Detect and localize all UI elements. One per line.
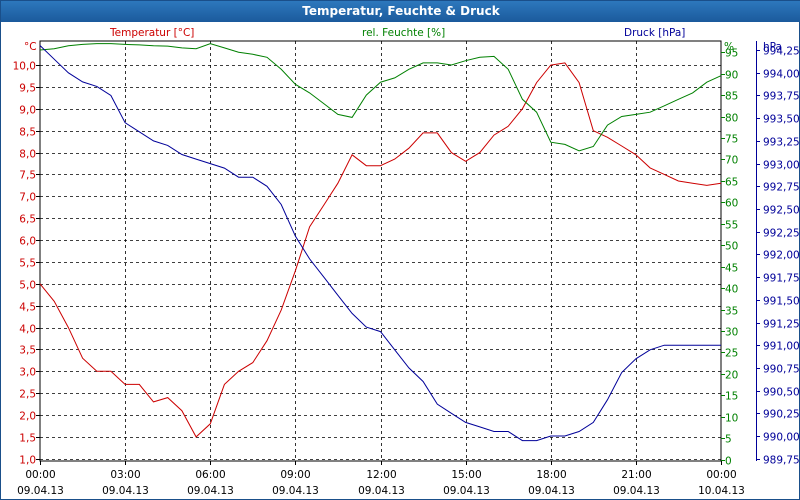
time-tick-label: 00:00 (706, 469, 736, 481)
temperature-axis: 1,0 1,5 2,0 2,5 3,0 3,5 4,0 4,5 5,0 5,5 6,0 6,5 7,0 7… (13, 61, 40, 467)
humidity-tick-label: 20 (725, 370, 738, 382)
temperature-tick-label: 2,0 (19, 411, 36, 423)
humidity-tick-label: 95 (725, 48, 738, 60)
temperature-tick-label: 2,5 (19, 389, 36, 401)
pressure-tick-label: 992,50 (763, 205, 800, 217)
humidity-tick-label: 80 (725, 113, 738, 125)
date-tick-label: 09.04.13 (187, 485, 234, 497)
temperature-tick-label: 6,5 (19, 214, 36, 226)
humidity-axis: 0 5 10 15 20 25 30 35 40 45 50 55 60 65 70 75 80 85 90 95 (721, 48, 738, 468)
temperature-tick-label: 8,0 (19, 149, 36, 161)
time-tick-label: 03:00 (110, 469, 140, 481)
temperature-unit-label: °C (24, 41, 37, 53)
temperature-tick-label: 7,0 (19, 192, 36, 204)
date-tick-label: 09.04.13 (528, 485, 575, 497)
pressure-tick-label: 990,50 (763, 387, 800, 399)
pressure-tick-label: 992,00 (763, 250, 800, 262)
humidity-tick-label: 35 (725, 306, 738, 318)
humidity-tick-label: 70 (725, 155, 738, 167)
pressure-series-label: Druck [hPa] (624, 27, 685, 39)
humidity-tick-label: 75 (725, 134, 738, 146)
pressure-series-line (39, 45, 721, 442)
humidity-tick-label: 65 (725, 177, 738, 189)
pressure-tick-label: 991,00 (763, 341, 800, 353)
date-tick-label: 10.04.13 (698, 485, 745, 497)
pressure-unit-label: hPa (763, 41, 782, 53)
humidity-tick-label: 90 (725, 70, 738, 82)
plot-border (39, 40, 722, 462)
time-tick-label: 12:00 (366, 469, 396, 481)
pressure-tick-label: 993,75 (763, 91, 800, 103)
temperature-tick-label: 9,5 (19, 83, 36, 95)
temperature-tick-label: 1,0 (19, 455, 36, 467)
pressure-tick-label: 993,00 (763, 160, 800, 172)
pressure-tick-label: 990,75 (763, 364, 800, 376)
humidity-tick-label: 30 (725, 327, 738, 339)
temperature-tick-label: 4,0 (19, 324, 36, 336)
chart-title: Temperatur, Feuchte & Druck (1, 1, 800, 22)
pressure-tick-label: 993,50 (763, 114, 800, 126)
humidity-tick-label: 15 (725, 391, 738, 403)
humidity-tick-label: 85 (725, 91, 738, 103)
time-tick-label: 00:00 (25, 469, 55, 481)
time-tick-label: 09:00 (280, 469, 310, 481)
humidity-tick-label: 10 (725, 413, 738, 425)
humidity-tick-label: 25 (725, 348, 738, 360)
humidity-unit-label: % (724, 41, 734, 53)
temperature-series-line (39, 62, 722, 438)
pressure-tick-label: 994,25 (763, 46, 800, 58)
pressure-tick-label: 993,25 (763, 137, 800, 149)
pressure-tick-label: 992,25 (763, 228, 800, 240)
date-tick-label: 09.04.13 (102, 485, 149, 497)
time-tick-label: 15:00 (451, 469, 481, 481)
time-tick-label: 06:00 (195, 469, 225, 481)
humidity-tick-label: 5 (725, 434, 732, 446)
humidity-tick-label: 0 (725, 456, 732, 468)
temperature-tick-label: 5,5 (19, 258, 36, 270)
date-tick-label: 09.04.13 (272, 485, 319, 497)
pressure-tick-label: 991,25 (763, 319, 800, 331)
temperature-tick-label: 7,5 (19, 170, 36, 182)
pressure-axis: 989,75 990,00 990,25 990,50 990,75 991,00 991,… (756, 41, 800, 467)
temperature-tick-label: 5,0 (19, 280, 36, 292)
humidity-tick-label: 55 (725, 220, 738, 232)
pressure-tick-label: 989,75 (763, 455, 800, 467)
pressure-tick-label: 990,25 (763, 409, 800, 421)
temperature-tick-label: 3,5 (19, 345, 36, 357)
humidity-tick-label: 60 (725, 198, 738, 210)
temperature-series-label: Temperatur [°C] (109, 27, 194, 39)
temperature-tick-label: 4,5 (19, 302, 36, 314)
date-tick-label: 09.04.13 (613, 485, 660, 497)
humidity-tick-label: 50 (725, 241, 738, 253)
pressure-tick-label: 990,00 (763, 432, 800, 444)
time-tick-label: 18:00 (536, 469, 566, 481)
pressure-tick-label: 994,00 (763, 69, 800, 81)
temperature-tick-label: 9,0 (19, 105, 36, 117)
date-tick-label: 09.04.13 (443, 485, 490, 497)
pressure-tick-label: 991,75 (763, 273, 800, 285)
temperature-tick-label: 10,0 (13, 61, 36, 73)
humidity-series-label: rel. Feuchte [%] (362, 27, 445, 39)
pressure-tick-label: 991,50 (763, 296, 800, 308)
humidity-tick-label: 45 (725, 263, 738, 275)
humidity-tick-label: 40 (725, 284, 738, 296)
time-axis: 00:00 09.04.13 03:00 09.04.13 06:00 09.04.13 0… (17, 461, 745, 497)
date-tick-label: 09.04.13 (17, 485, 64, 497)
temperature-tick-label: 6,0 (19, 236, 36, 248)
temperature-tick-label: 1,5 (19, 433, 36, 445)
grid (39, 40, 722, 462)
series-lines (39, 43, 722, 442)
pressure-tick-label: 992,75 (763, 182, 800, 194)
temperature-tick-label: 8,5 (19, 127, 36, 139)
date-tick-label: 09.04.13 (358, 485, 405, 497)
temperature-tick-label: 3,0 (19, 367, 36, 379)
time-tick-label: 21:00 (621, 469, 651, 481)
humidity-series-line (39, 43, 722, 152)
